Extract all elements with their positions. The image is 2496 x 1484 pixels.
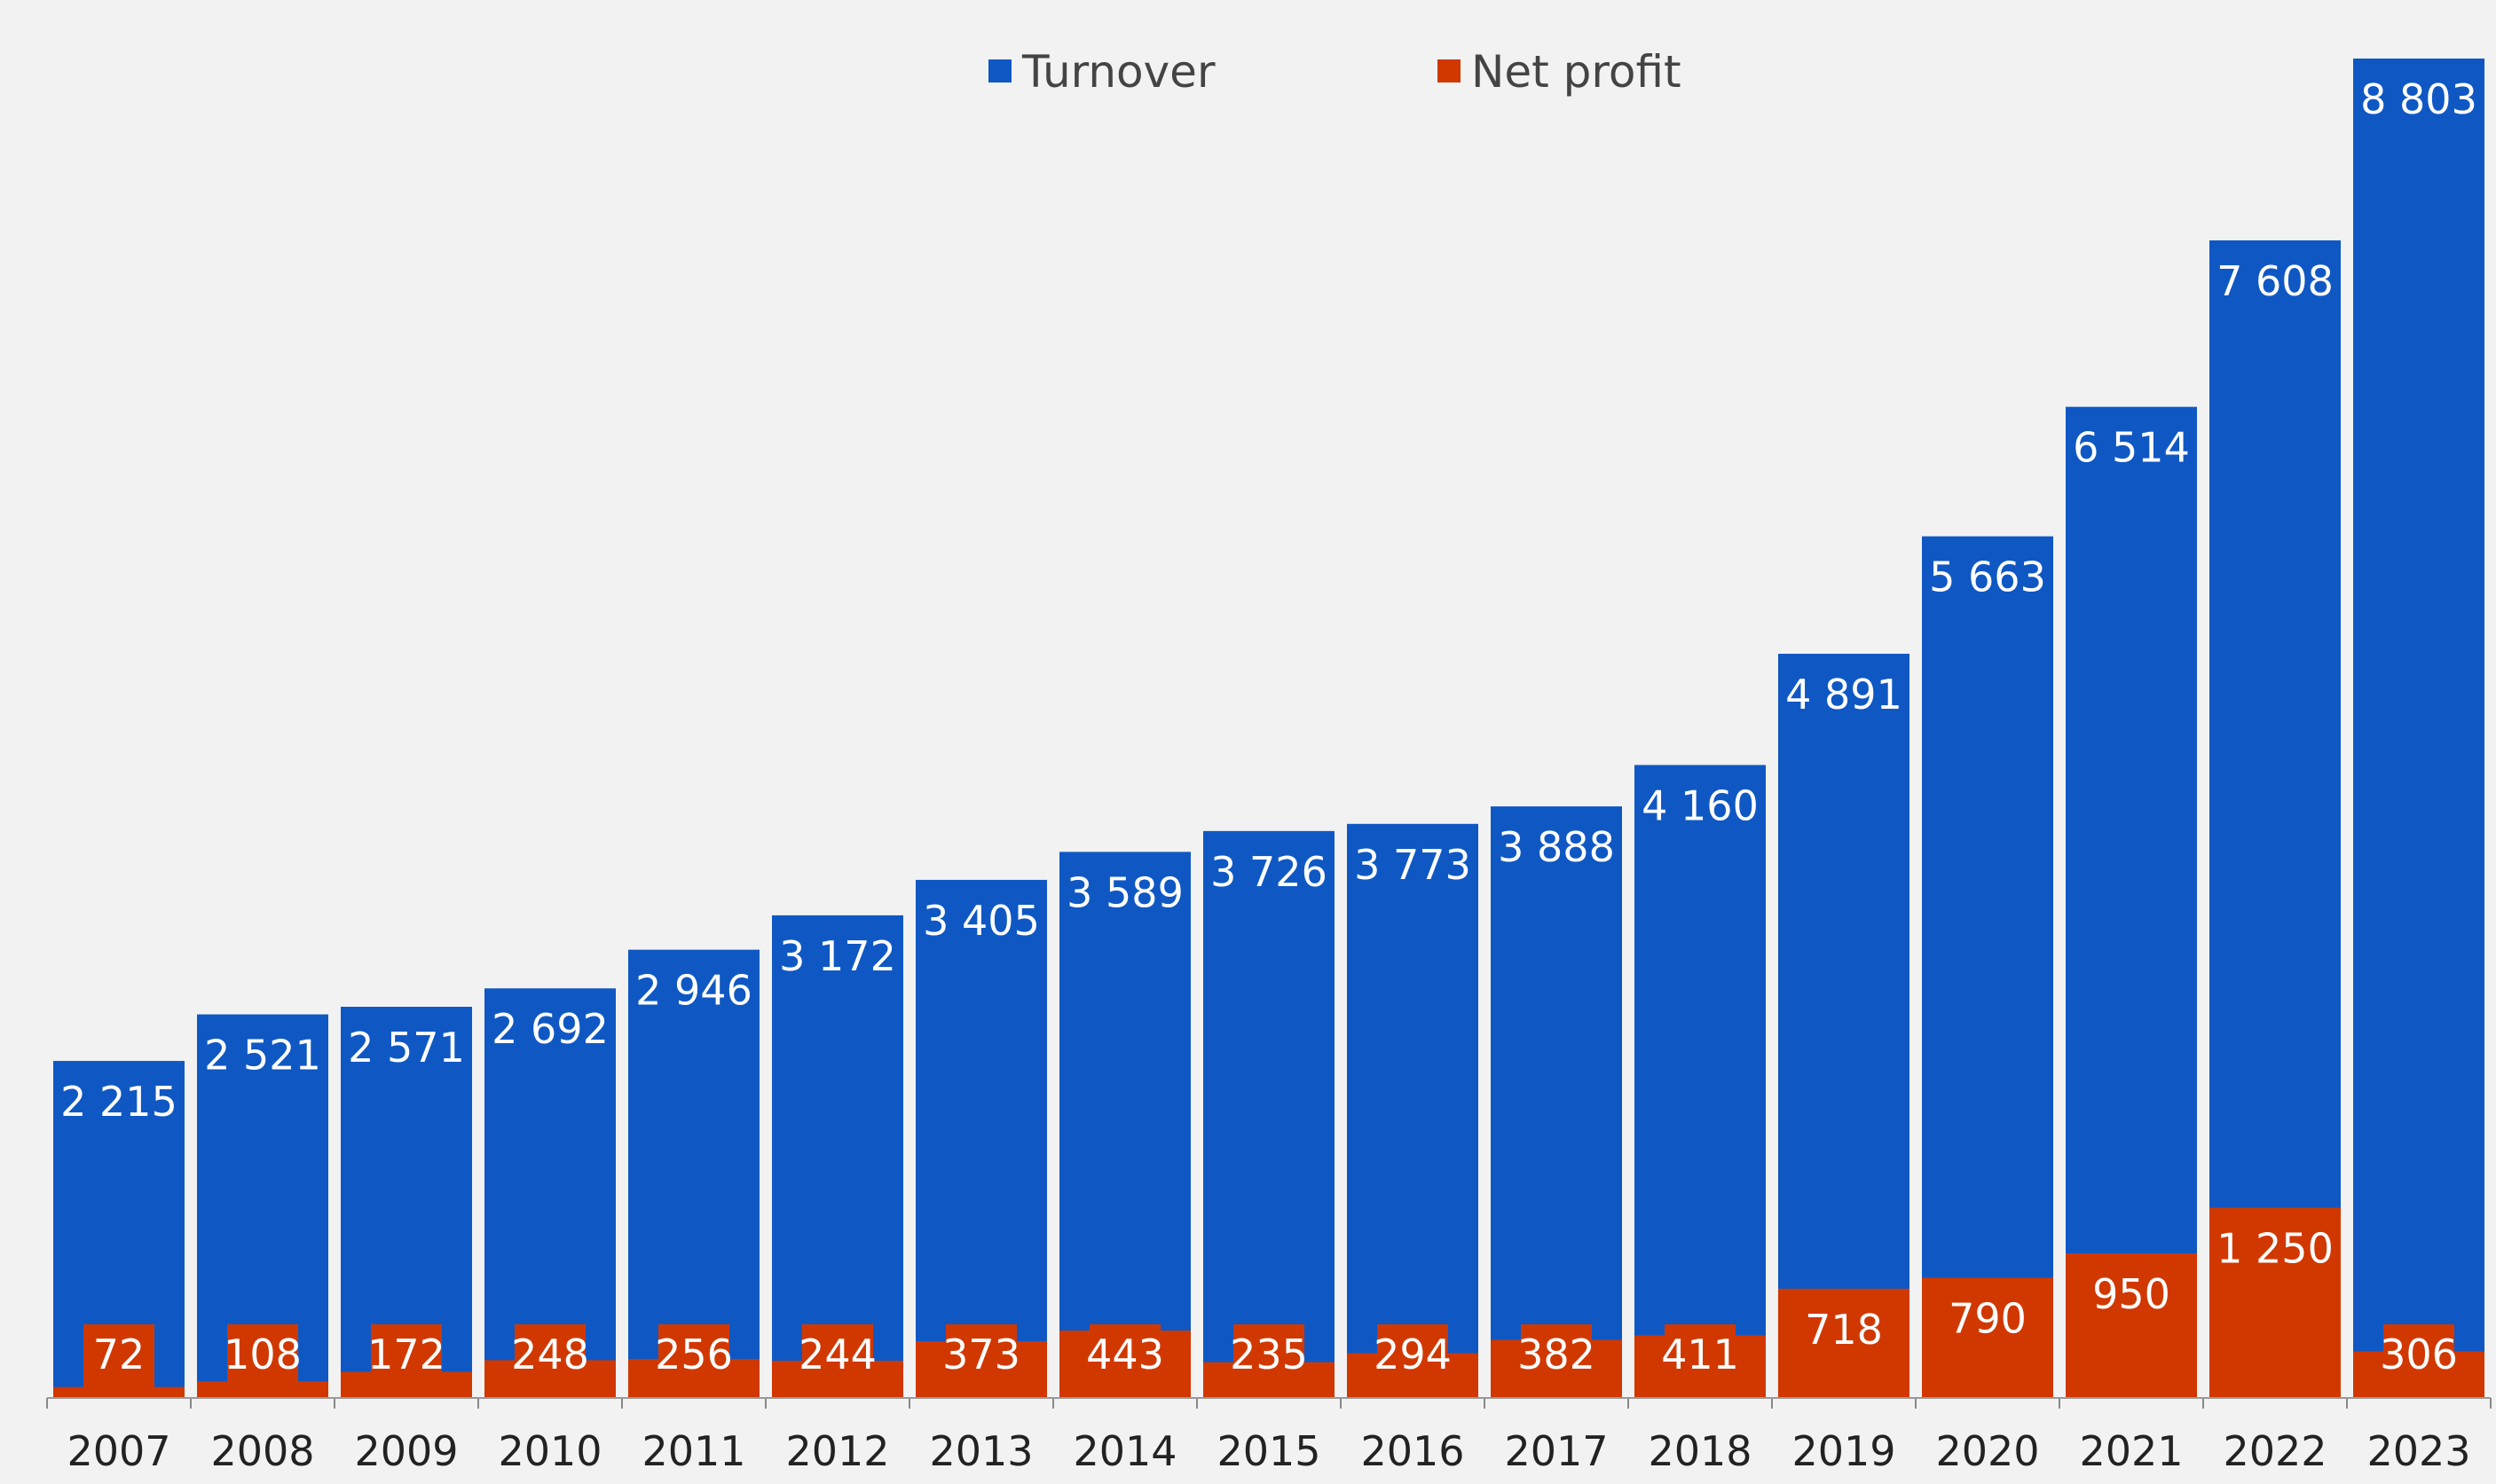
turnover-value-label-2011: 2 946 [635,967,752,1015]
turnover-value-label-2017: 3 888 [1498,823,1615,871]
x-tick-label-2021: 2021 [2079,1427,2183,1475]
legend: Turnover Net profit [988,46,1681,98]
x-tick-label-2010: 2010 [498,1427,602,1475]
turnover-value-label-2010: 2 692 [492,1005,609,1053]
turnover-bar-2015 [1203,830,1335,1398]
bar-area: 2 215 72 2 521 108 2 571 172 2 692 248 2 946 256 3… [53,59,2484,1399]
net-profit-bar-2022 [2209,1207,2341,1398]
turnover-value-label-2012: 3 172 [779,932,896,980]
turnover-bar-2023 [2353,59,2484,1398]
net-profit-value-label-2007: 72 [93,1331,146,1378]
legend-label-net-profit: Net profit [1471,46,1681,98]
x-tick-label-2019: 2019 [1791,1427,1895,1475]
turnover-bar-2022 [2209,239,2341,1399]
x-tick-label-2023: 2023 [2366,1427,2470,1475]
net-profit-value-label-2018: 411 [1661,1331,1739,1378]
turnover-value-label-2020: 5 663 [1929,554,2046,601]
net-profit-label-box-2015 [1233,1324,1304,1398]
x-tick-label-2014: 2014 [1073,1427,1177,1475]
net-profit-value-label-2012: 244 [799,1331,877,1378]
turnover-bar-2016 [1347,823,1478,1398]
net-profit-value-label-2022: 1 250 [2216,1225,2334,1273]
net-profit-value-label-2021: 950 [2092,1270,2170,1318]
net-profit-value-label-2009: 172 [367,1331,445,1378]
net-profit-bar-2021 [2066,1253,2197,1398]
net-profit-label-box-2010 [515,1324,586,1398]
turnover-bar-2012 [772,915,903,1398]
net-profit-value-label-2023: 306 [2380,1331,2458,1378]
x-tick-label-2018: 2018 [1648,1427,1752,1475]
turnover-bar-2011 [628,949,760,1398]
turnover-value-label-2015: 3 726 [1210,848,1327,896]
net-profit-label-box-2018 [1665,1324,1736,1398]
net-profit-label-box-2023 [2383,1324,2454,1398]
net-profit-value-label-2008: 108 [224,1331,302,1378]
net-profit-label-box-2016 [1377,1324,1448,1398]
turnover-value-label-2016: 3 773 [1354,841,1471,889]
net-profit-label-box-2012 [802,1324,873,1398]
turnover-value-label-2022: 7 608 [2216,257,2334,305]
turnover-bar-2017 [1491,806,1622,1398]
net-profit-label-box-2017 [1521,1324,1592,1398]
net-profit-label-box-2014 [1090,1324,1161,1398]
turnover-bar-2018 [1634,765,1766,1398]
turnover-bar-2021 [2066,406,2197,1399]
net-profit-label-box-2008 [227,1324,298,1398]
turnover-value-label-2023: 8 803 [2360,75,2477,123]
turnover-value-label-2008: 2 521 [204,1032,321,1080]
x-tick-label-2011: 2011 [642,1427,745,1475]
turnover-bar-2019 [1778,654,1909,1398]
turnover-value-label-2009: 2 571 [348,1024,465,1072]
legend-swatch-turnover [988,59,1012,82]
net-profit-bar-2020 [1922,1277,2053,1398]
net-profit-value-label-2014: 443 [1086,1331,1164,1378]
turnover-value-label-2018: 4 160 [1642,781,1759,829]
x-tick-label-2017: 2017 [1504,1427,1608,1475]
net-profit-value-label-2013: 373 [942,1331,1020,1378]
x-tick-label-2022: 2022 [2223,1427,2327,1475]
x-tick-label-2016: 2016 [1360,1427,1464,1475]
turnover-bar-2020 [1922,536,2053,1398]
net-profit-value-label-2010: 248 [511,1331,589,1378]
net-profit-label-box-2011 [658,1324,729,1398]
turnover-value-label-2019: 4 891 [1785,671,1902,718]
legend-swatch-net-profit [1437,59,1461,82]
x-tick-label-2008: 2008 [210,1427,314,1475]
x-tick-label-2007: 2007 [67,1427,170,1475]
turnover-bar-2014 [1059,852,1191,1398]
turnover-value-label-2013: 3 405 [923,897,1040,945]
net-profit-value-label-2015: 235 [1230,1331,1308,1378]
turnover-bar-2013 [916,879,1047,1398]
x-tick-label-2012: 2012 [785,1427,889,1475]
net-profit-value-label-2017: 382 [1517,1331,1595,1378]
net-profit-value-label-2020: 790 [1949,1294,2027,1342]
net-profit-label-box-2009 [371,1324,442,1398]
turnover-value-label-2021: 6 514 [2073,424,2190,472]
net-profit-value-label-2016: 294 [1374,1331,1452,1378]
turnover-value-label-2007: 2 215 [60,1078,177,1126]
x-tick-label-2009: 2009 [354,1427,458,1475]
x-tick-label-2020: 2020 [1935,1427,2039,1475]
net-profit-value-label-2011: 256 [655,1331,733,1378]
net-profit-label-box-2007 [83,1324,154,1398]
net-profit-bar-2019 [1778,1288,1909,1398]
turnover-value-label-2014: 3 589 [1067,868,1184,916]
x-axis: 2007 2008 2009 2010 2011 2012 2013 2014 2015 2016… [46,1397,2492,1475]
x-tick-label-2015: 2015 [1217,1427,1320,1475]
x-tick-label-2013: 2013 [929,1427,1033,1475]
net-profit-value-label-2019: 718 [1805,1306,1883,1354]
legend-label-turnover: Turnover [1021,46,1216,98]
net-profit-label-box-2013 [946,1324,1017,1398]
